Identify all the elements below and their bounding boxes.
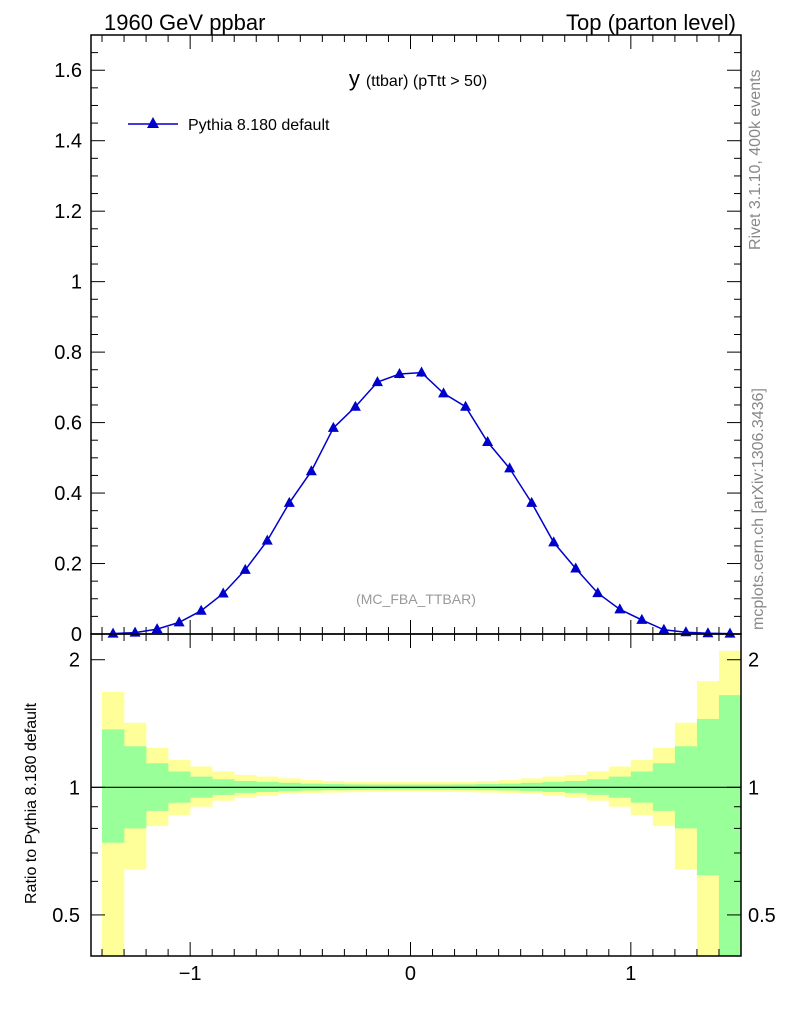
inner-band-bin <box>102 729 125 843</box>
legend: Pythia 8.180 default <box>128 117 330 134</box>
data-point <box>460 400 472 411</box>
legend-label: Pythia 8.180 default <box>188 117 330 134</box>
ratio-y-tick-label: 1 <box>69 777 80 799</box>
ratio-x-tick-labels: −1 0 1 <box>179 963 637 985</box>
data-point <box>658 623 670 634</box>
data-point <box>636 613 648 624</box>
main-y-tick-label: 0.2 <box>54 554 82 576</box>
main-y-tick-label: 1.2 <box>54 201 82 223</box>
main-y-tick-label: 0.6 <box>54 413 82 435</box>
rivet-label: Rivet 3.1.10, 400k events <box>747 69 764 250</box>
data-point <box>283 496 295 507</box>
ratio-y-tick-label-right: 0.5 <box>748 905 776 927</box>
ratio-plot-frame <box>90 633 742 957</box>
main-y-tick-label: 1.4 <box>54 131 82 153</box>
ratio-outer-band <box>102 650 742 956</box>
main-y-tick-label: 0 <box>71 624 82 646</box>
ratio-x-tick-label: −1 <box>179 963 202 985</box>
data-point <box>482 435 494 446</box>
ratio-y-tick-label-right: 1 <box>748 777 759 799</box>
main-y-tick-labels: 0 0.2 0.4 0.6 0.8 1 1.2 1.4 1.6 <box>54 60 82 646</box>
data-point <box>526 496 538 507</box>
main-y-tick-label: 1 <box>71 272 82 294</box>
data-point <box>614 603 626 614</box>
data-point <box>570 562 582 573</box>
ratio-x-tick-label: 1 <box>625 963 636 985</box>
title-main: y <box>349 66 360 91</box>
data-point <box>416 366 428 377</box>
ratio-ylabel: Ratio to Pythia 8.180 default <box>23 702 40 904</box>
ratio-plot: 0.5 0.5 1 1 2 2 −1 0 1 Ratio to Pythia 8.180 de… <box>23 633 776 985</box>
data-point <box>327 421 339 432</box>
inner-band-bin <box>696 718 720 876</box>
analysis-annotation: (MC_FBA_TTBAR) <box>356 591 476 607</box>
mcplots-label: mcplots.cern.ch [arXiv:1306.3436] <box>750 388 767 630</box>
main-plot-title: y (ttbar) (pTtt > 50) <box>349 66 487 91</box>
data-point <box>173 616 185 627</box>
main-y-tick-label: 1.6 <box>54 60 82 82</box>
ratio-inner-band <box>102 695 742 956</box>
header-left-label: 1960 GeV ppbar <box>104 10 265 35</box>
data-point <box>504 462 516 473</box>
main-plot: 0 0.2 0.4 0.6 0.8 1 1.2 1.4 1.6 y (ttbar) (pTtt >… <box>54 34 742 646</box>
ratio-y-tick-labels: 0.5 0.5 1 1 2 2 <box>52 650 776 927</box>
data-point <box>239 563 251 574</box>
data-point <box>548 536 560 547</box>
legend-marker <box>147 117 159 128</box>
title-sub: (ttbar) (pTtt > 50) <box>366 73 487 90</box>
main-y-tick-label: 0.4 <box>54 483 82 505</box>
data-point <box>702 627 714 638</box>
data-point <box>305 465 317 476</box>
data-point <box>371 376 383 387</box>
header-right-label: Top (parton level) <box>566 10 736 35</box>
data-point <box>724 627 736 638</box>
ratio-y-tick-label: 2 <box>69 650 80 672</box>
main-y-tick-label: 0.8 <box>54 342 82 364</box>
data-point <box>393 367 405 378</box>
data-point <box>151 623 163 634</box>
ratio-y-tick-label-right: 2 <box>748 650 759 672</box>
ratio-y-tick-label: 0.5 <box>52 905 80 927</box>
data-point <box>349 400 361 411</box>
data-point <box>438 387 450 398</box>
data-point <box>107 627 119 638</box>
data-point <box>195 604 207 615</box>
ratio-x-tick-label: 0 <box>405 963 416 985</box>
inner-band-bin <box>718 695 742 956</box>
data-point <box>592 587 604 598</box>
data-point <box>217 587 229 598</box>
data-point <box>261 534 273 545</box>
